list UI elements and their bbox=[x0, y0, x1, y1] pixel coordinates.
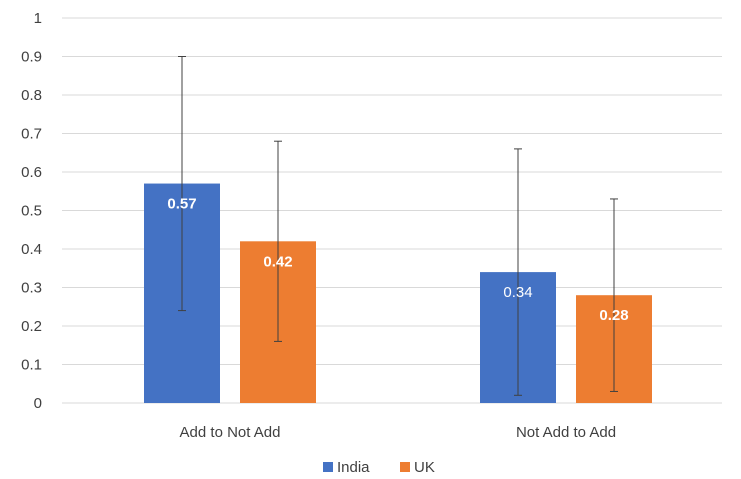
y-tick-label: 0.1 bbox=[21, 357, 42, 374]
legend-label-uk: UK bbox=[414, 459, 435, 476]
y-tick-label: 0 bbox=[34, 395, 42, 412]
y-tick-label: 0.5 bbox=[21, 203, 42, 220]
y-tick-label: 0.8 bbox=[21, 87, 42, 104]
data-labels: 0.57 0.34 0.42 0.28 bbox=[167, 196, 628, 325]
y-axis-ticks: 0 0.1 0.2 0.3 0.4 0.5 0.6 0.7 0.8 0.9 1 bbox=[21, 10, 42, 412]
data-label: 0.42 bbox=[263, 253, 292, 270]
data-label: 0.28 bbox=[599, 307, 628, 324]
error-bars bbox=[178, 56, 618, 396]
legend-swatch-india bbox=[323, 462, 333, 472]
legend-label-india: India bbox=[337, 459, 370, 476]
x-axis-categories: Add to Not Add Not Add to Add bbox=[180, 424, 616, 441]
data-label: 0.57 bbox=[167, 196, 196, 213]
bars bbox=[144, 183, 652, 403]
y-tick-label: 0.9 bbox=[21, 49, 42, 66]
y-tick-label: 1 bbox=[34, 10, 42, 27]
data-label: 0.34 bbox=[503, 284, 532, 301]
y-tick-label: 0.3 bbox=[21, 280, 42, 297]
y-tick-label: 0.2 bbox=[21, 318, 42, 335]
y-tick-label: 0.4 bbox=[21, 241, 42, 258]
y-tick-label: 0.6 bbox=[21, 164, 42, 181]
category-label: Add to Not Add bbox=[180, 424, 281, 441]
legend-swatch-uk bbox=[400, 462, 410, 472]
legend: India UK bbox=[323, 459, 435, 476]
category-label: Not Add to Add bbox=[516, 424, 616, 441]
y-tick-label: 0.7 bbox=[21, 126, 42, 143]
